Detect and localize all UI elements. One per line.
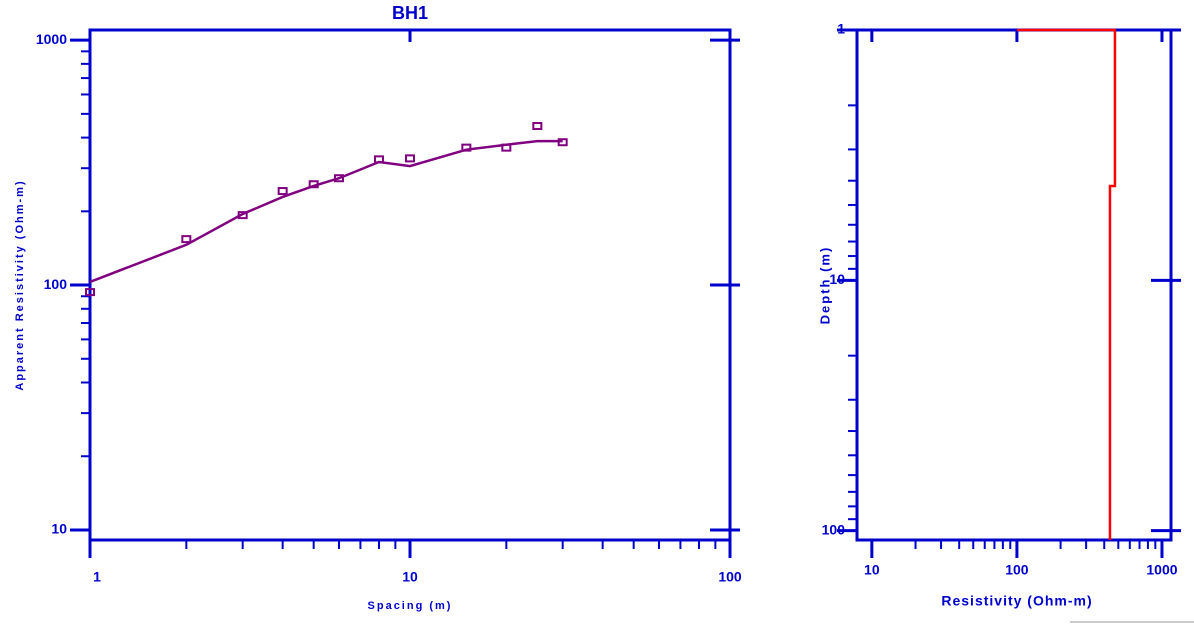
data-point — [277, 187, 288, 196]
y-axis-label: Depth (m) — [817, 246, 832, 325]
x-tick-label: 100 — [718, 569, 742, 585]
x-axis-label: Resistivity (Ohm-m) — [941, 593, 1092, 609]
y-tick-label: 10 — [51, 521, 67, 537]
data-point — [405, 154, 415, 163]
data-point — [85, 288, 95, 297]
x-tick-label: 100 — [1005, 562, 1029, 578]
plot-frame — [855, 28, 1173, 542]
data-line — [89, 139, 563, 284]
x-axis-label: Spacing (m) — [368, 600, 453, 612]
y-axis-label: Apparent Resistivity (Ohm-m) — [14, 179, 26, 390]
data-point — [181, 235, 192, 244]
y-tick-label: 1000 — [36, 31, 67, 47]
chart-title: BH1 — [392, 3, 428, 23]
x-tick-label: 1 — [93, 569, 101, 585]
x-tick-label: 10 — [402, 569, 418, 585]
data-line — [1016, 28, 1117, 540]
y-tick-label: 10 — [829, 271, 845, 287]
plot-frame — [88, 28, 732, 542]
data-point — [532, 122, 543, 131]
y-tick-label: 1 — [837, 21, 845, 37]
x-tick-label: 10 — [864, 562, 880, 578]
y-tick-label: 100 — [822, 521, 846, 537]
x-tick-label: 1000 — [1146, 562, 1177, 578]
y-tick-label: 100 — [44, 276, 68, 292]
